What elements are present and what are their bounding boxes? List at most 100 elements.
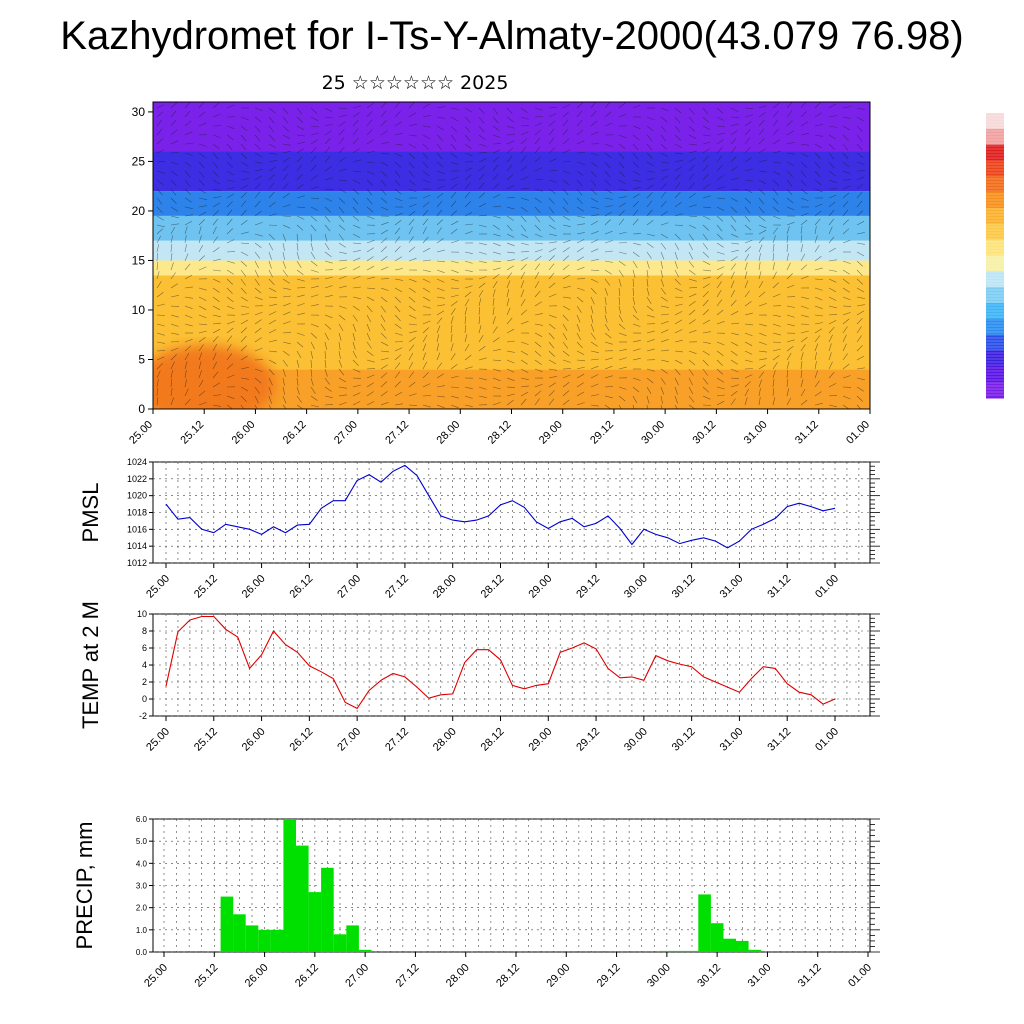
wind-barb: [492, 316, 496, 325]
wind-barb: [310, 359, 312, 369]
wind-barb: [450, 395, 459, 399]
wind-barb: [478, 203, 487, 208]
wind-barb: [772, 262, 775, 271]
wind-barb: [590, 404, 599, 407]
wind-barb: [170, 243, 173, 253]
wind-barb: [520, 299, 526, 307]
wind-barb: [450, 191, 457, 199]
wind-barb: [604, 375, 613, 379]
right-ticks: [870, 613, 880, 717]
wind-barb: [814, 170, 821, 178]
wind-barb: [758, 119, 765, 127]
wind-barb: [226, 170, 235, 176]
wind-barb: [282, 242, 285, 251]
wind-barb: [492, 326, 498, 334]
wind-barb: [730, 137, 737, 145]
colorbar-segment: [986, 287, 1004, 304]
wind-barb: [534, 206, 541, 214]
wind-barb: [478, 214, 487, 217]
wind-barb: [324, 404, 334, 406]
wind-barb: [184, 398, 191, 406]
wind-barb: [156, 244, 159, 253]
wind-barb: [632, 348, 641, 352]
wind-barb: [282, 359, 288, 367]
precip-bar: [283, 819, 296, 952]
wind-barb: [212, 287, 220, 293]
wind-barb: [744, 215, 751, 223]
wind-barb: [828, 134, 837, 140]
wind-barb: [170, 341, 180, 343]
wind-barb: [296, 269, 304, 276]
wind-barb: [268, 329, 277, 334]
wind-barb: [450, 260, 459, 264]
wind-barb: [590, 206, 599, 209]
wind-barb: [366, 110, 373, 118]
wind-barb: [254, 242, 262, 249]
wind-barb: [814, 210, 822, 217]
wind-barb: [226, 193, 235, 199]
wind-barb: [758, 148, 766, 154]
wind-barb: [408, 381, 416, 388]
wind-barb: [632, 314, 640, 321]
wind-barb: [618, 404, 622, 409]
wind-barb: [184, 197, 192, 203]
wind-barb: [520, 165, 528, 172]
wind-barb: [338, 275, 347, 280]
wind-barb: [520, 320, 529, 325]
wind-barb: [604, 386, 614, 388]
wind-barb: [674, 350, 684, 353]
wind-barb: [450, 301, 458, 307]
wind-barb: [380, 296, 388, 303]
wind-barb: [296, 303, 305, 307]
wind-barb: [758, 350, 767, 353]
wind-barb: [478, 276, 487, 280]
wind-barb: [450, 278, 459, 282]
wind-barb: [310, 260, 318, 267]
wind-barb: [380, 314, 386, 323]
wind-barb: [464, 143, 472, 150]
wind-barb: [688, 301, 696, 307]
wind-barb: [492, 156, 500, 163]
wind-barb: [660, 161, 669, 164]
wind-barb: [422, 170, 430, 177]
wind-barb: [730, 350, 738, 356]
wind-barb: [198, 314, 207, 319]
wind-barb: [156, 161, 166, 163]
wind-barb: [744, 239, 753, 244]
wind-barb: [212, 143, 220, 150]
wind-barb: [534, 137, 541, 145]
wind-barb: [254, 327, 262, 334]
wind-barb: [674, 287, 683, 292]
wind-barb: [856, 125, 863, 132]
wind-barb: [408, 161, 415, 169]
plot-frame: [152, 613, 871, 717]
wind-barb: [548, 128, 555, 136]
wind-barb: [268, 224, 278, 226]
wind-barb: [702, 195, 711, 199]
wind-barb: [366, 368, 376, 370]
wind-barb: [380, 130, 388, 136]
wind-barb: [632, 161, 639, 168]
wind-barb: [814, 143, 823, 149]
wind-barb: [366, 359, 375, 363]
wind-barb: [786, 102, 793, 109]
y-tick-label: 4: [142, 660, 147, 670]
wind-barb: [842, 343, 847, 352]
wind-barb: [156, 356, 165, 361]
x-tick-label: 01.00: [813, 573, 841, 601]
wind-barb: [842, 334, 847, 343]
wind-barb: [324, 314, 333, 319]
wind-barb: [226, 344, 232, 352]
x-tick-label: 27.12: [383, 726, 411, 754]
wind-barb: [212, 102, 220, 109]
wind-barb: [772, 397, 776, 406]
wind-barb: [842, 185, 851, 190]
wind-barb: [380, 229, 389, 235]
wind-barb: [282, 321, 291, 325]
wind-barb: [296, 260, 302, 268]
wind-barb: [352, 119, 359, 127]
wind-barb: [562, 197, 569, 205]
wind-barb: [338, 386, 347, 389]
